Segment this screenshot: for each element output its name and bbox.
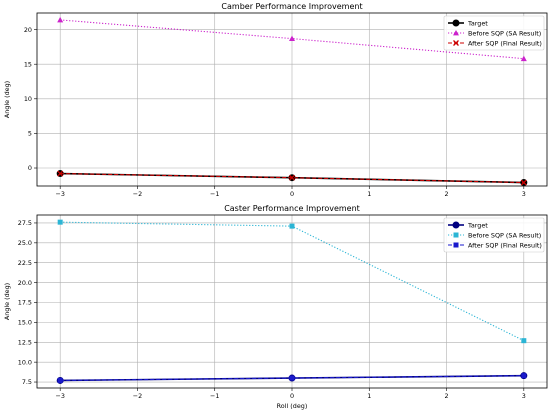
data-point <box>57 219 63 225</box>
legend-marker <box>453 242 459 248</box>
series-1 <box>57 219 527 344</box>
x-tick-label: −1 <box>210 190 219 198</box>
legend-marker <box>453 30 459 36</box>
y-axis-label: Angle (deg) <box>3 283 11 320</box>
data-point <box>289 35 295 42</box>
x-tick-label: 2 <box>445 392 449 400</box>
legend-label: After SQP (Final Result) <box>468 241 542 249</box>
legend-label: Target <box>467 221 488 229</box>
y-tick-label: 5 <box>28 130 32 138</box>
data-point <box>521 338 527 344</box>
legend-label: Before SQP (SA Result) <box>468 231 541 239</box>
x-tick-label: 0 <box>290 190 294 198</box>
series-line <box>60 19 524 60</box>
legend-marker <box>452 221 460 229</box>
x-tick-label: 0 <box>290 392 294 400</box>
series-2 <box>57 170 527 186</box>
x-tick-label: 3 <box>522 190 526 198</box>
data-point <box>521 373 527 379</box>
y-axis-label: Angle (deg) <box>3 81 11 118</box>
legend-label: Before SQP (SA Result) <box>468 29 541 37</box>
legend-box <box>443 217 545 253</box>
y-tick-label: 25.0 <box>18 239 32 247</box>
data-point <box>57 170 64 177</box>
series-2 <box>57 373 527 383</box>
y-tick-label: 15.0 <box>18 319 32 327</box>
x-tick-label: 3 <box>522 392 526 400</box>
x-tick-label: 1 <box>367 190 371 198</box>
y-tick-label: 20 <box>24 26 32 34</box>
data-point <box>520 55 527 62</box>
y-tick-label: 10 <box>24 95 32 103</box>
series-1 <box>57 16 527 62</box>
legend: Target Before SQP (SA Result) After SQP (F… <box>443 15 545 51</box>
legend-marker <box>453 232 459 238</box>
x-tick-label: −3 <box>55 190 64 198</box>
x-axis-label: Roll (deg) <box>277 402 308 410</box>
x-tick-label: −3 <box>55 392 64 400</box>
y-tick-label: 0 <box>28 164 32 172</box>
y-tick-label: 17.5 <box>18 299 32 307</box>
x-tick-label: 1 <box>367 392 371 400</box>
chart-1: −3 −2 −1 0 1 2 3 7.5 10.0 12.5 15.0 17.5 20.0 22.5 25.… <box>3 204 548 410</box>
y-tick-label: 7.5 <box>22 378 32 386</box>
data-point <box>57 377 63 383</box>
data-point <box>289 223 295 229</box>
data-point <box>289 174 295 181</box>
y-tick-label: 27.5 <box>18 219 32 227</box>
x-tick-label: −2 <box>133 392 142 400</box>
plot-frame <box>36 12 548 187</box>
chart-title: Caster Performance Improvement <box>224 204 360 213</box>
legend-label: After SQP (Final Result) <box>468 39 542 47</box>
legend-marker <box>452 19 460 27</box>
legend: Target Before SQP (SA Result) After SQP (F… <box>443 217 545 253</box>
x-tick-label: −1 <box>210 392 219 400</box>
plot-frame <box>36 214 548 389</box>
chart-title: Camber Performance Improvement <box>221 2 362 11</box>
legend-box <box>443 15 545 51</box>
data-point <box>520 179 527 186</box>
y-tick-label: 15 <box>24 60 32 68</box>
y-tick-label: 20.0 <box>18 279 32 287</box>
y-tick-label: 10.0 <box>18 358 32 366</box>
y-tick-label: 12.5 <box>18 338 32 346</box>
legend-marker <box>453 40 459 46</box>
x-tick-label: −2 <box>133 190 142 198</box>
data-point <box>57 16 64 23</box>
x-tick-label: 2 <box>445 190 449 198</box>
legend-label: Target <box>467 19 488 27</box>
data-point <box>289 375 295 381</box>
chart-0: −3 −2 −1 0 1 2 3 0 5 10 15 20 Camber Performance Imp… <box>3 2 548 198</box>
y-tick-label: 22.5 <box>18 259 32 267</box>
